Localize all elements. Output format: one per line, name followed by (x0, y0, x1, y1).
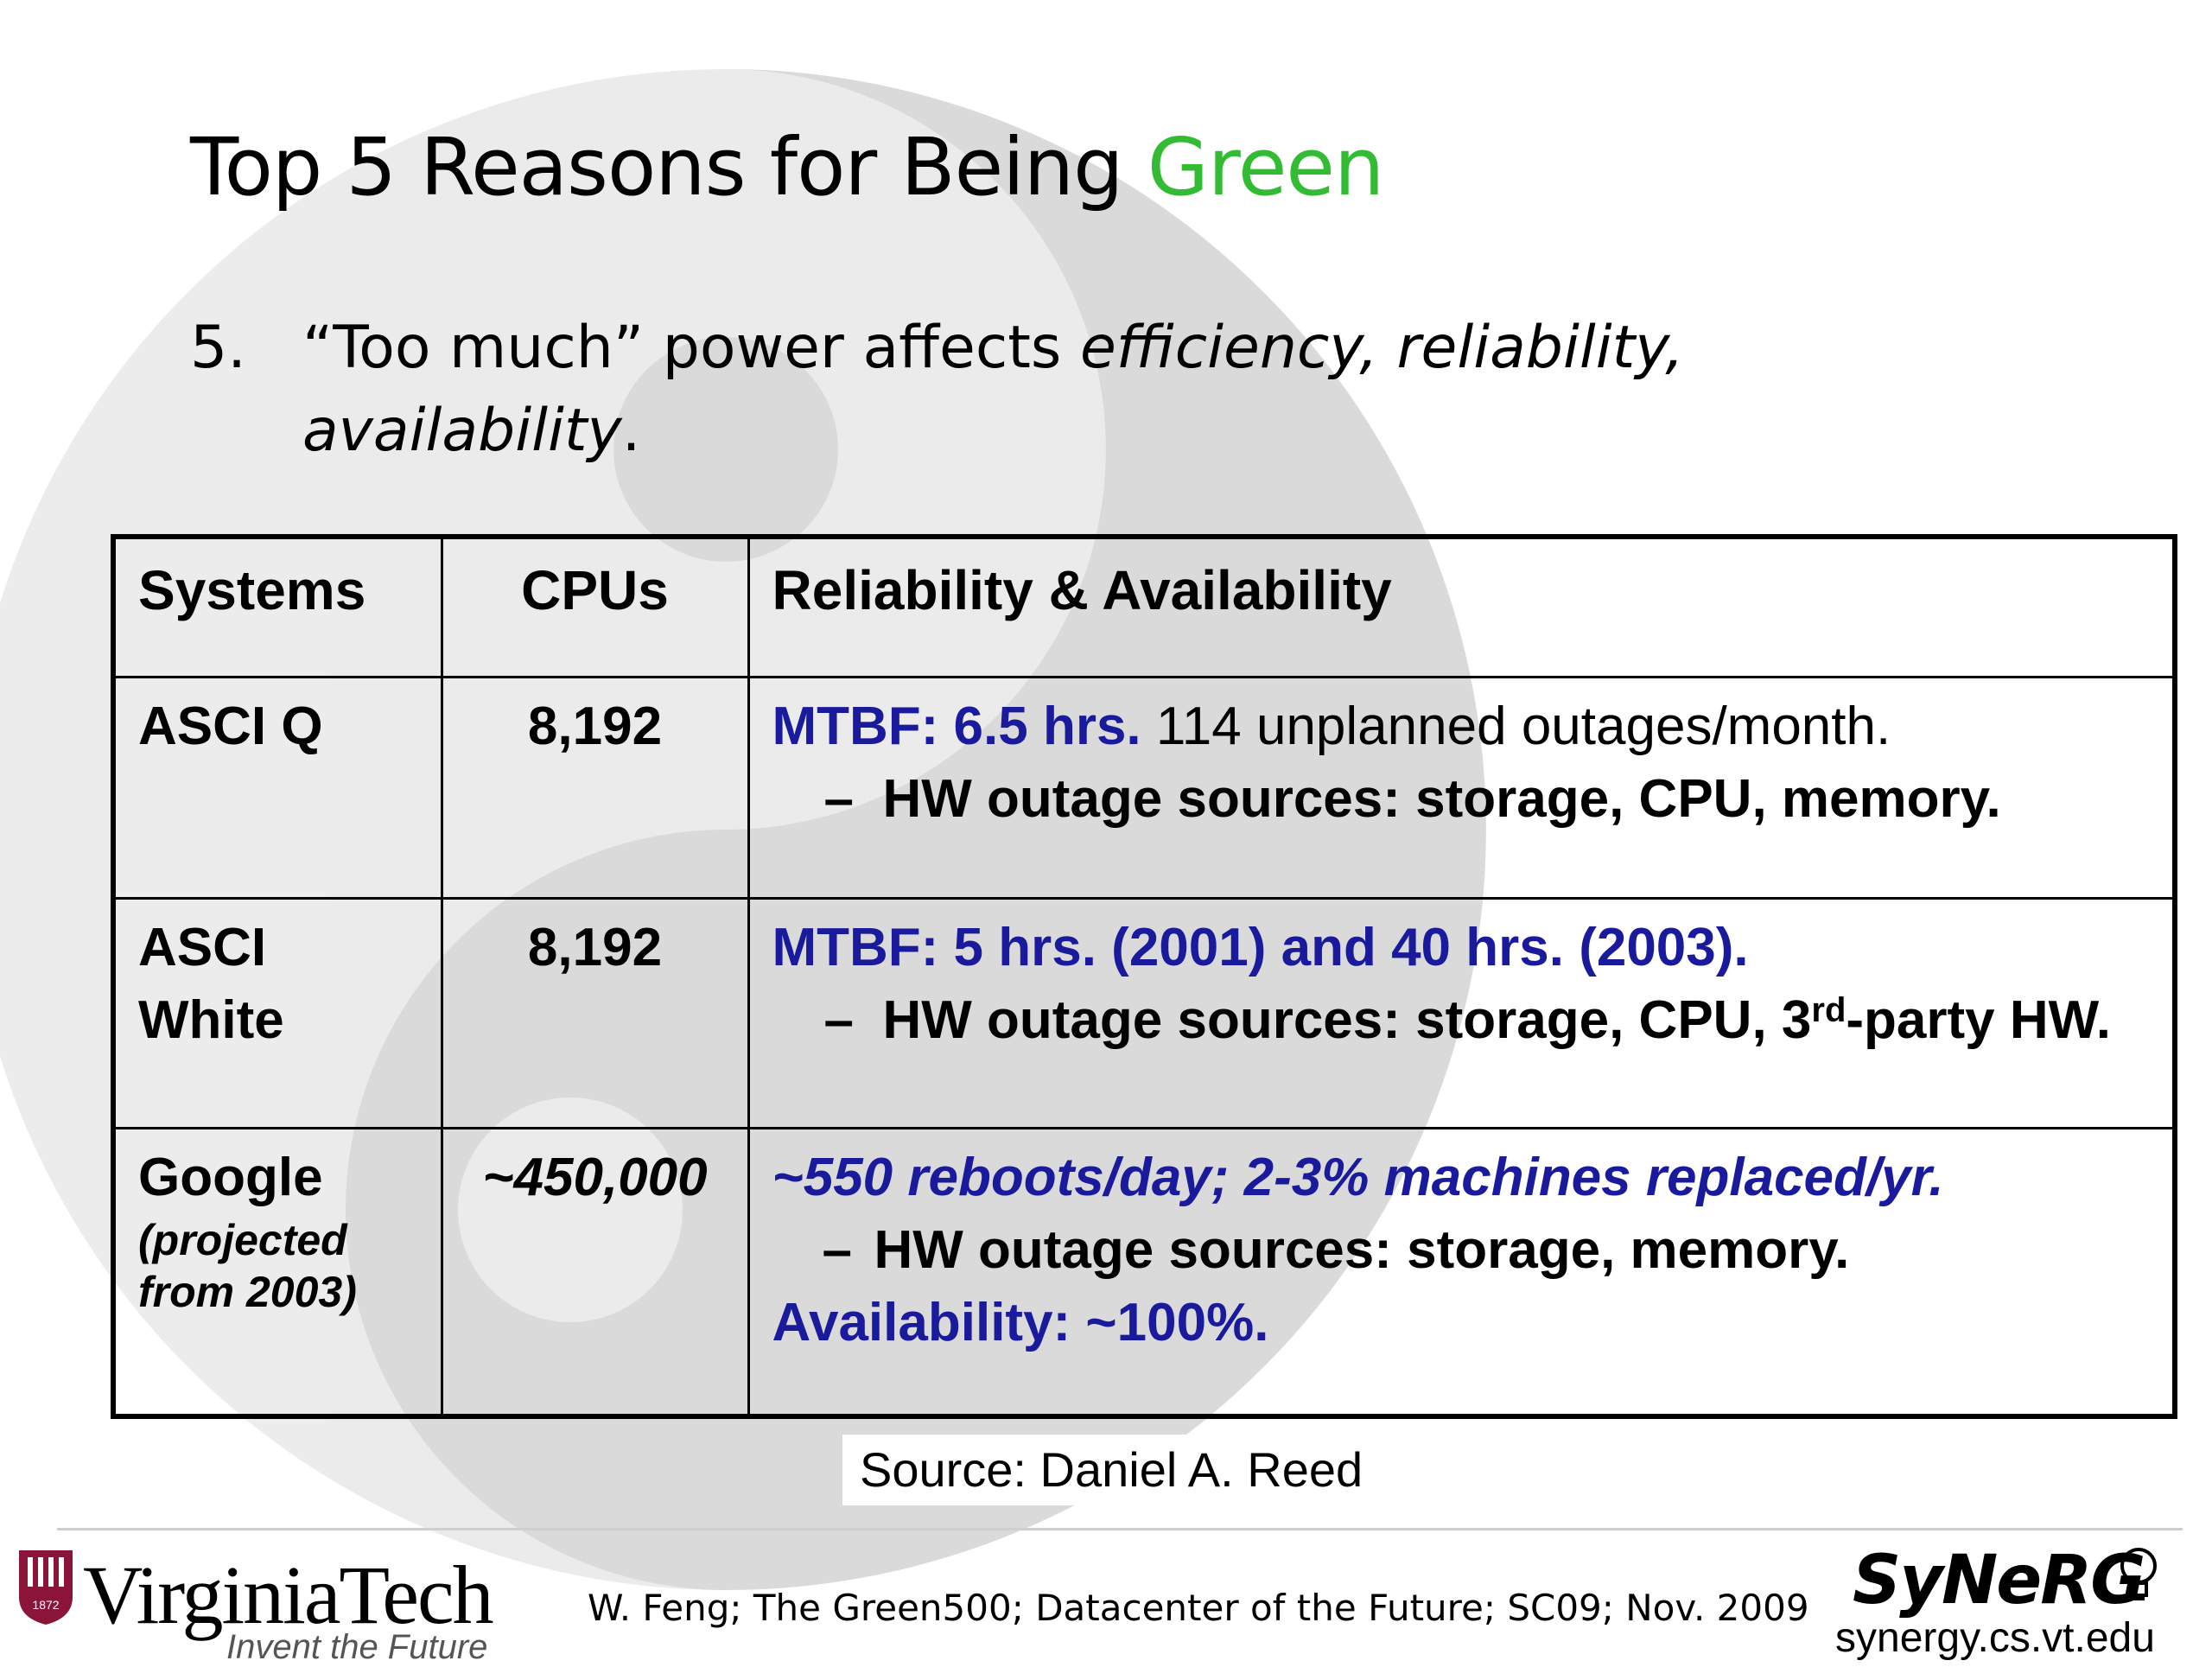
vt-tagline: Invent the Future (226, 1628, 488, 1666)
reboots-text: ~550 reboots/day; 2-3% machines replaced… (772, 1147, 1944, 1207)
reliability-cell: MTBF: 6.5 hrs. 114 unplanned outages/mon… (750, 678, 2173, 848)
vt-wordmark: VirginiaTech (83, 1549, 494, 1641)
outages-text: 114 unplanned outages/month. (1141, 696, 1891, 756)
title-highlight: Green (1147, 121, 1385, 213)
vt-year: 1872 (32, 1598, 59, 1612)
header-cpus: CPUs (440, 535, 750, 678)
mtbf-text: MTBF: 5 hrs. (2001) and 40 hrs. (2003). (772, 917, 1749, 977)
reliability-table: Systems CPUs Reliability & Availability … (111, 534, 2177, 1419)
point-text-end: . (621, 397, 641, 465)
point-text-plain: “Too much” power affects (302, 314, 1080, 382)
cpu-count: ~450,000 (482, 1147, 708, 1207)
hw-sources: HW outage sources: storage, CPU, 3rd-par… (882, 989, 2111, 1050)
system-name: ASCI Q (138, 696, 323, 756)
hw-sources: HW outage sources: storage, CPU, memory. (882, 768, 2001, 829)
system-note: (projected from 2003) (138, 1215, 357, 1316)
lightbulb-icon (2120, 1548, 2157, 1600)
header-systems: Systems (111, 535, 443, 678)
footer-citation: W. Feng; The Green500; Datacenter of the… (588, 1587, 1809, 1629)
vt-seal-icon: 1872 (19, 1550, 73, 1625)
point-text-italic: efficiency, reliability, availability (302, 314, 1684, 465)
reliability-cell: MTBF: 5 hrs. (2001) and 40 hrs. (2003). … (750, 900, 2173, 1069)
title-prefix: Top 5 Reasons for Being (190, 121, 1147, 213)
system-name: ASCI White (138, 917, 284, 1050)
availability-text: Availability: ~100%. (772, 1292, 1269, 1352)
slide-title: Top 5 Reasons for Being Green (190, 121, 1385, 213)
dash-bullet: – (822, 1219, 852, 1280)
source-credit: Source: Daniel A. Reed (842, 1435, 1413, 1505)
point-number: 5. (190, 314, 246, 382)
mtbf-text: MTBF: 6.5 hrs. (772, 696, 1141, 756)
footer-divider (57, 1528, 2183, 1530)
synerg-wordmark: SyNeRG (1853, 1542, 2145, 1619)
cpu-count: 8,192 (527, 696, 663, 756)
reliability-cell: ~550 reboots/day; 2-3% machines replaced… (750, 1129, 2173, 1371)
table-row: ASCI Q 8,192 MTBF: 6.5 hrs. 114 unplanne… (111, 675, 2177, 900)
table-header-row: Systems CPUs Reliability & Availability (111, 535, 2177, 678)
table-row: Google (projected from 2003) ~450,000 ~5… (111, 1126, 2177, 1418)
synerg-url: synergy.cs.vt.edu (1835, 1615, 2155, 1661)
hw-sources: HW outage sources: storage, memory. (874, 1219, 1850, 1280)
dash-bullet: – (823, 989, 854, 1050)
table-row: ASCI White 8,192 MTBF: 5 hrs. (2001) and … (111, 896, 2177, 1129)
cpu-count: 8,192 (527, 917, 663, 977)
header-reliability: Reliability & Availability (747, 535, 2177, 678)
point-text: “Too much” power affects efficiency, rel… (302, 307, 1918, 473)
dash-bullet: – (823, 768, 854, 829)
system-name: Google (projected from 2003) (116, 1129, 441, 1330)
